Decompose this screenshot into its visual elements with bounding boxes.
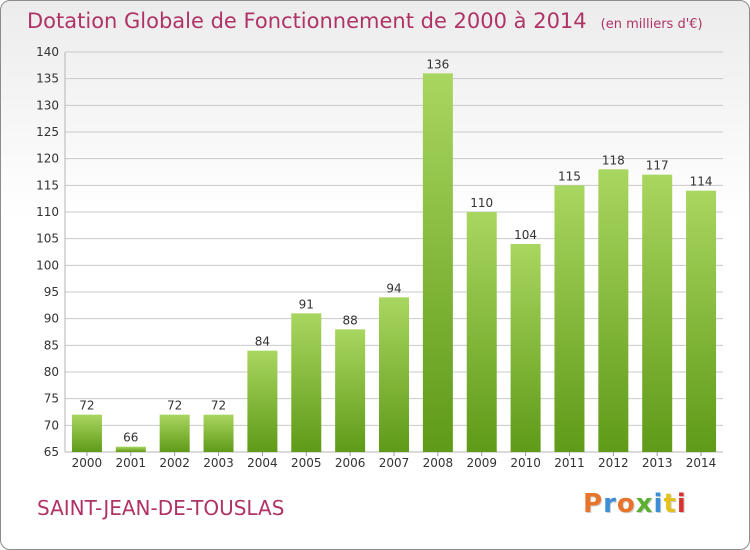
y-tick-label: 75: [44, 392, 59, 406]
y-axis-ticks: 65 70 75 80 85 90 95 100 105 110 115 120 125 130 135 14…: [36, 45, 59, 459]
x-tick-label: 2013: [642, 456, 673, 470]
data-label: 88: [342, 313, 357, 327]
data-label: 66: [123, 431, 138, 445]
commune-name: SAINT-JEAN-DE-TOUSLAS: [37, 496, 285, 520]
bars: [71, 73, 717, 453]
x-tick-label: 2003: [203, 456, 234, 470]
y-tick-label: 85: [44, 338, 59, 352]
bar: [510, 244, 541, 452]
data-label: 84: [255, 335, 270, 349]
x-axis-ticks: 2000 2001 2002 2003 2004 2005 2006 2007 2008 2009…: [72, 452, 717, 470]
y-tick-label: 140: [36, 45, 59, 59]
bar: [466, 212, 497, 452]
x-tick-label: 2002: [159, 456, 190, 470]
y-tick-label: 70: [44, 418, 59, 432]
data-label: 94: [386, 281, 401, 295]
bar: [115, 446, 146, 452]
bar: [379, 297, 409, 452]
x-tick-label: 2010: [510, 456, 541, 470]
data-label: 91: [299, 297, 314, 311]
chart-title: Dotation Globale de Fonctionnement de 20…: [27, 9, 587, 33]
y-tick-label: 80: [44, 365, 59, 379]
x-tick-label: 2000: [72, 456, 103, 470]
y-tick-label: 90: [44, 312, 59, 326]
data-label: 118: [602, 153, 625, 167]
data-label: 110: [470, 196, 493, 210]
bar: [71, 414, 102, 452]
x-tick-label: 2001: [116, 456, 147, 470]
data-label: 114: [690, 175, 713, 189]
x-tick-label: 2014: [686, 456, 717, 470]
logo-letter: P: [583, 489, 604, 519]
data-labels: 72 66 72 72 84 91 88 94 136 110 104 115 118 117 114: [79, 57, 712, 444]
y-tick-label: 135: [36, 72, 59, 86]
data-label: 136: [426, 57, 449, 71]
bar: [203, 414, 234, 452]
data-label: 72: [79, 399, 94, 413]
data-label: 72: [167, 399, 182, 413]
bar: [291, 313, 322, 452]
data-label: 117: [646, 159, 669, 173]
bar: [159, 414, 190, 452]
data-label: 115: [558, 169, 581, 183]
bar: [247, 350, 278, 452]
data-label: 104: [514, 228, 537, 242]
logo-letter: r: [603, 489, 617, 519]
logo-letter: i: [676, 489, 687, 519]
proxiti-logo[interactable]: Proxiti: [583, 489, 687, 519]
x-tick-label: 2008: [423, 456, 454, 470]
logo-letter: o: [616, 489, 636, 519]
y-tick-label: 65: [44, 445, 59, 459]
title-line: Dotation Globale de Fonctionnement de 20…: [27, 9, 703, 33]
x-tick-label: 2011: [554, 456, 585, 470]
x-tick-label: 2005: [291, 456, 322, 470]
y-tick-label: 130: [36, 98, 59, 112]
x-tick-label: 2004: [247, 456, 278, 470]
y-tick-label: 105: [36, 232, 59, 246]
logo-letter: t: [663, 489, 677, 519]
bar: [598, 169, 629, 453]
bar: [642, 174, 673, 452]
y-tick-label: 120: [36, 152, 59, 166]
bar: [335, 329, 366, 452]
x-tick-label: 2009: [466, 456, 497, 470]
logo-letter: x: [635, 489, 654, 519]
bar: [422, 73, 453, 452]
y-tick-label: 125: [36, 125, 59, 139]
chart-subtitle: (en milliers d'€): [600, 17, 703, 32]
logo-letter: i: [653, 489, 664, 519]
y-tick-label: 95: [44, 285, 59, 299]
bar: [554, 185, 585, 453]
data-label: 72: [211, 399, 226, 413]
x-tick-label: 2012: [598, 456, 629, 470]
y-tick-label: 115: [36, 178, 59, 192]
x-tick-label: 2007: [379, 456, 410, 470]
y-tick-label: 110: [36, 205, 59, 219]
x-tick-label: 2006: [335, 456, 366, 470]
bar: [686, 190, 717, 452]
y-tick-label: 100: [36, 258, 59, 272]
